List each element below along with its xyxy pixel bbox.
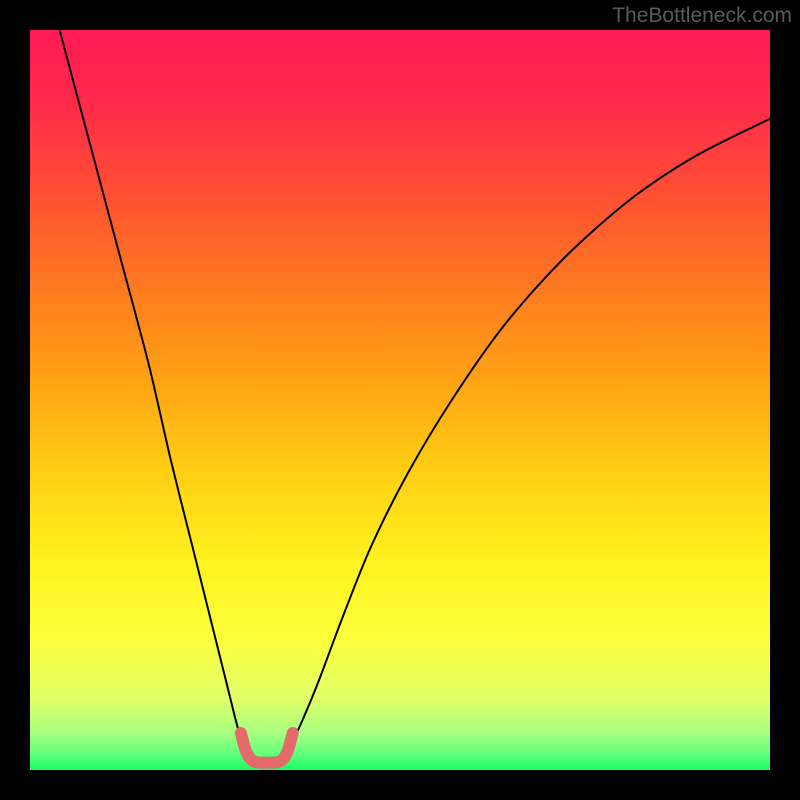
watermark-text: TheBottleneck.com <box>612 4 792 28</box>
chart-container: TheBottleneck.com <box>0 0 800 800</box>
plot-area <box>30 30 770 770</box>
chart-svg <box>30 30 770 770</box>
gradient-background <box>30 30 770 770</box>
